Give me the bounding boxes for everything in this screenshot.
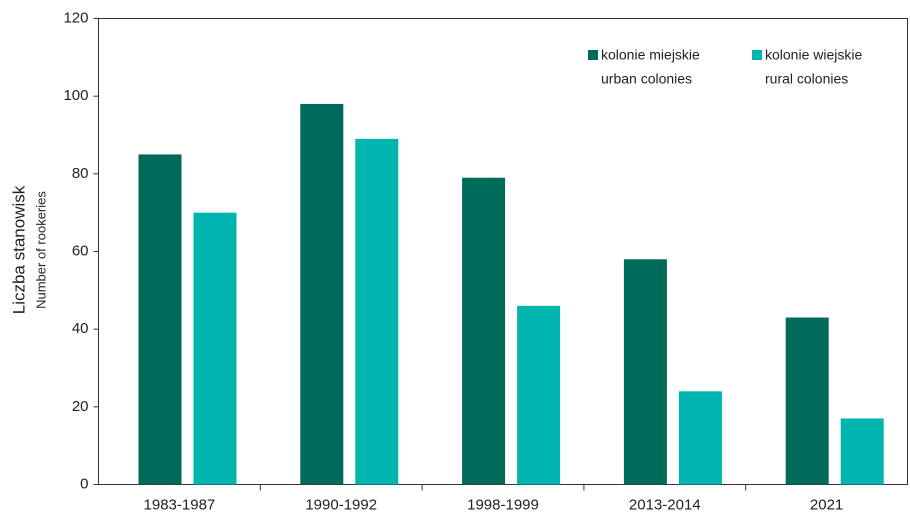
bar	[138, 154, 182, 485]
bar	[678, 391, 722, 485]
y-tick-label: 0	[80, 475, 88, 492]
y-tick-label: 80	[72, 165, 89, 182]
x-tick-label: 1990-1992	[305, 496, 377, 513]
bar	[193, 212, 237, 485]
y-tick-label: 40	[72, 320, 89, 337]
x-tick-label: 1983-1987	[144, 496, 216, 513]
y-tick-label: 60	[72, 242, 89, 259]
legend-swatch	[588, 50, 598, 60]
x-tick-label: 1998-1999	[467, 496, 539, 513]
legend-swatch	[752, 50, 762, 60]
y-axis-label: Number of rookeries	[33, 191, 48, 309]
legend-label: kolonie miejskie	[601, 47, 700, 63]
legend-label: rural colonies	[765, 71, 848, 87]
bar	[517, 305, 561, 485]
bar	[623, 259, 667, 485]
legend-label: kolonie wiejskie	[765, 47, 862, 63]
bar	[785, 317, 829, 485]
y-tick-label: 20	[72, 398, 89, 415]
bar	[300, 103, 344, 485]
bar	[840, 418, 884, 485]
y-tick-label: 120	[63, 9, 88, 26]
x-tick-label: 2021	[810, 496, 843, 513]
y-tick-label: 100	[63, 87, 88, 104]
x-tick-label: 2013-2014	[629, 496, 701, 513]
y-axis-label: Liczba stanowisk	[9, 185, 28, 314]
legend-label: urban colonies	[601, 71, 692, 87]
bar	[462, 177, 506, 485]
bar	[355, 138, 399, 485]
